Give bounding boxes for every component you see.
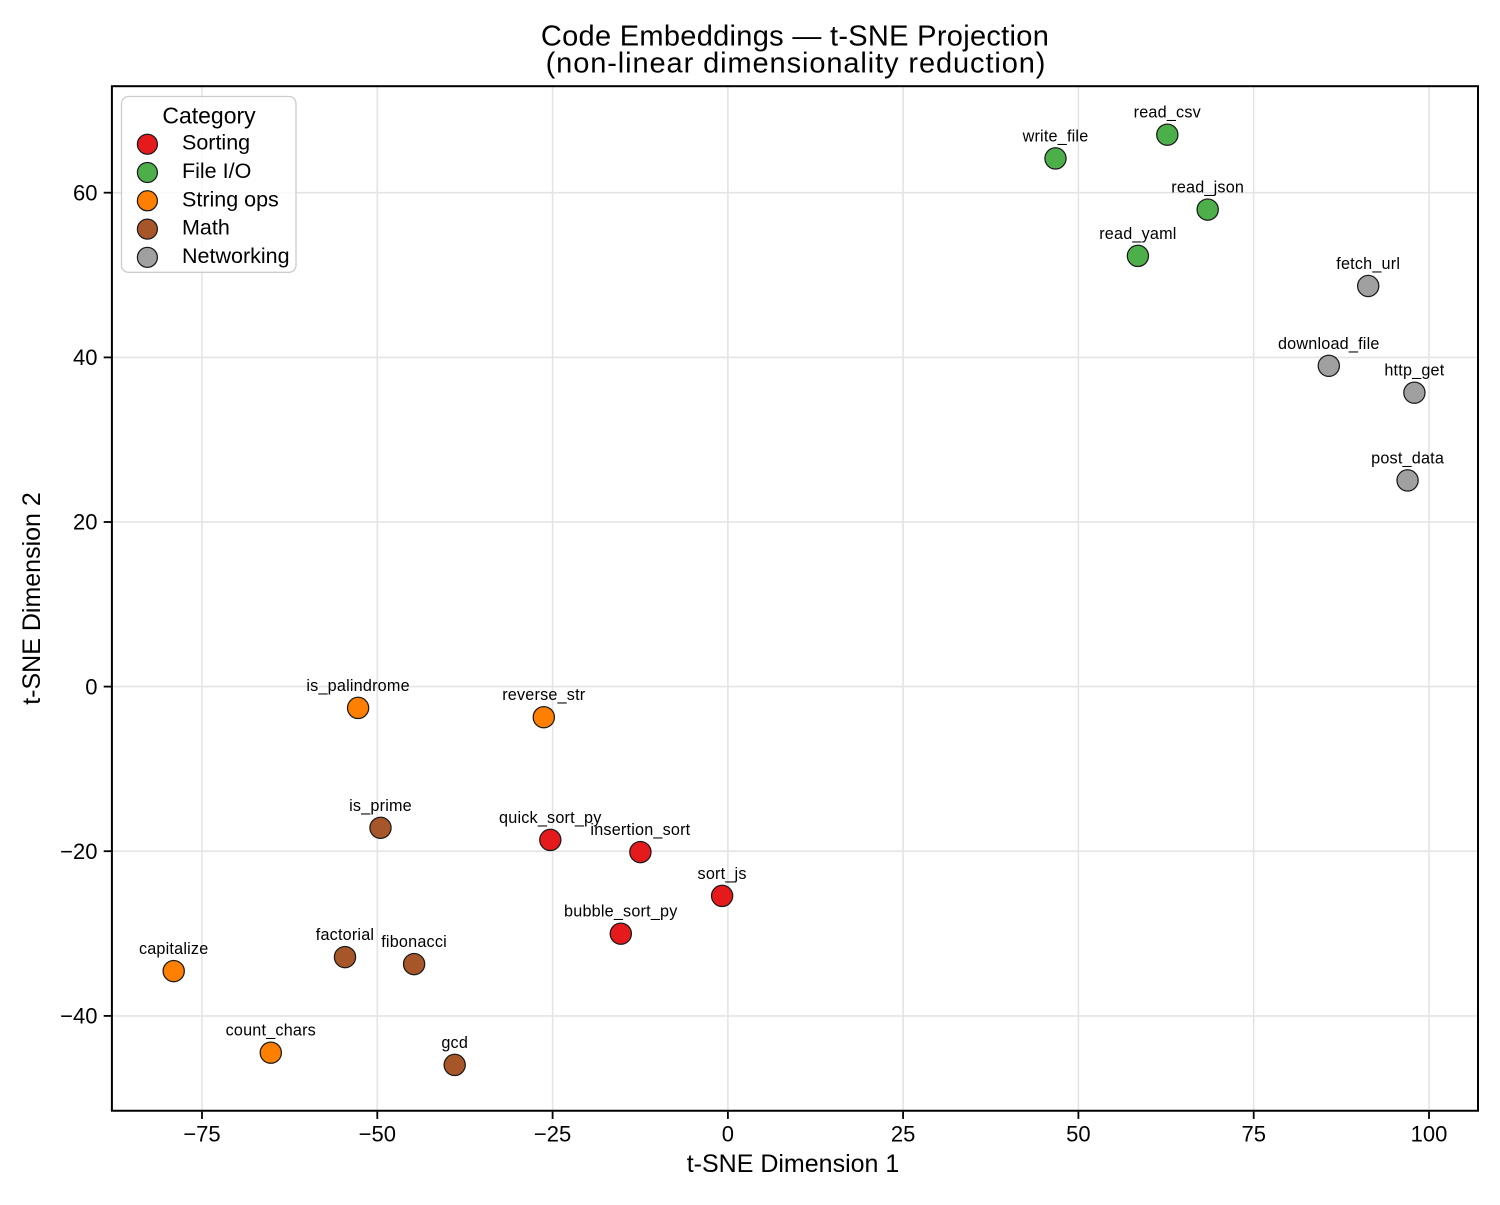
svg-text:20: 20 bbox=[73, 510, 97, 535]
svg-text:sort_js: sort_js bbox=[698, 865, 747, 883]
svg-text:http_get: http_get bbox=[1384, 362, 1444, 380]
svg-text:fibonacci: fibonacci bbox=[381, 933, 447, 951]
svg-text:Code Embeddings — t-SNE Projec: Code Embeddings — t-SNE Projection bbox=[541, 20, 1049, 52]
svg-text:is_prime: is_prime bbox=[349, 797, 412, 815]
svg-text:50: 50 bbox=[1066, 1122, 1090, 1147]
svg-text:read_yaml: read_yaml bbox=[1099, 225, 1176, 243]
svg-text:60: 60 bbox=[73, 180, 97, 205]
svg-text:read_csv: read_csv bbox=[1134, 104, 1202, 122]
svg-text:75: 75 bbox=[1241, 1122, 1265, 1147]
svg-text:capitalize: capitalize bbox=[139, 940, 209, 958]
svg-text:count_chars: count_chars bbox=[226, 1022, 316, 1040]
svg-text:0: 0 bbox=[722, 1122, 734, 1147]
svg-text:bubble_sort_py: bubble_sort_py bbox=[564, 903, 678, 921]
svg-text:−75: −75 bbox=[183, 1122, 220, 1147]
svg-text:Math: Math bbox=[182, 216, 230, 240]
svg-text:String ops: String ops bbox=[182, 187, 279, 211]
svg-text:write_file: write_file bbox=[1022, 127, 1089, 145]
svg-text:gcd: gcd bbox=[441, 1034, 468, 1052]
svg-text:read_json: read_json bbox=[1171, 179, 1244, 197]
svg-text:−50: −50 bbox=[359, 1122, 396, 1147]
svg-text:−20: −20 bbox=[60, 839, 97, 864]
svg-text:t-SNE Dimension 2: t-SNE Dimension 2 bbox=[18, 492, 46, 705]
svg-text:40: 40 bbox=[73, 345, 97, 370]
svg-text:100: 100 bbox=[1411, 1122, 1448, 1147]
svg-text:File I/O: File I/O bbox=[182, 159, 251, 183]
svg-text:download_file: download_file bbox=[1278, 335, 1380, 353]
svg-text:−25: −25 bbox=[534, 1122, 571, 1147]
svg-text:25: 25 bbox=[891, 1122, 915, 1147]
svg-text:Sorting: Sorting bbox=[182, 131, 250, 155]
svg-text:fetch_url: fetch_url bbox=[1336, 255, 1400, 273]
svg-text:(non-linear dimensionality red: (non-linear dimensionality reduction) bbox=[546, 48, 1047, 80]
svg-text:t-SNE Dimension 1: t-SNE Dimension 1 bbox=[687, 1150, 900, 1178]
svg-text:−40: −40 bbox=[60, 1004, 97, 1029]
svg-text:is_palindrome: is_palindrome bbox=[306, 677, 409, 695]
svg-text:quick_sort_py: quick_sort_py bbox=[499, 809, 602, 827]
svg-text:insertion_sort: insertion_sort bbox=[590, 821, 690, 839]
svg-text:Category: Category bbox=[162, 103, 256, 129]
svg-text:Networking: Networking bbox=[182, 244, 290, 268]
svg-text:post_data: post_data bbox=[1371, 449, 1444, 467]
svg-text:reverse_str: reverse_str bbox=[502, 686, 586, 704]
svg-text:0: 0 bbox=[85, 674, 97, 699]
svg-text:factorial: factorial bbox=[316, 926, 374, 944]
